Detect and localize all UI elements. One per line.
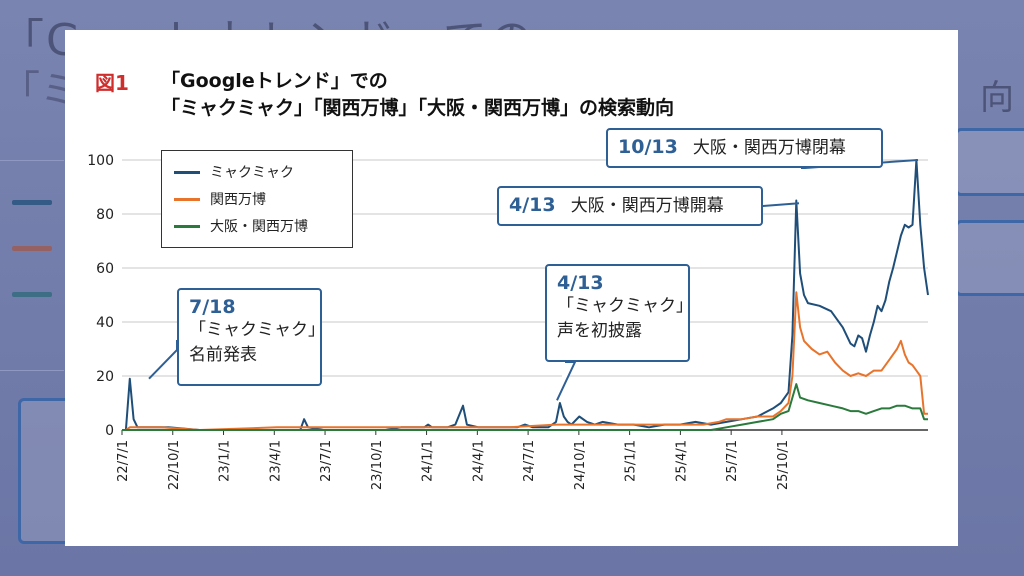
callout-expo-open: 4/13 大阪・関西万博開幕 [497,186,763,226]
x-tick-label: 23/7/1 [319,440,334,482]
y-tick-label: 80 [96,207,114,223]
x-tick-label: 24/7/1 [522,440,537,482]
background-legend-line [12,292,52,297]
callout-name-announce: 7/18 「ミャクミャク」 名前発表 [177,288,325,386]
callout-text-line2: 名前発表 [189,345,257,365]
callout-pointer-voice [556,361,577,401]
x-tick-label: 25/1/1 [624,440,639,482]
chart-title-line2: 「ミャクミャク」「関西万博」「大阪・関西万博」の検索動向 [161,97,675,119]
background-legend-line [12,200,52,205]
background-divider [0,160,64,161]
background-right-fragment: 向 [980,78,1014,118]
y-tick-label: 40 [96,315,114,331]
callout-voice-debut: 4/13 「ミャクミャク」 声を初披露 [545,264,693,362]
figure-label: 図1 [95,71,129,95]
y-tick-label: 60 [96,261,114,277]
x-tick-label: 24/10/1 [573,440,588,490]
x-tick-label: 23/10/1 [370,440,385,490]
chart-card: 図1 「Googleトレンド」での 「ミャクミャク」「関西万博」「大阪・関西万博… [65,30,958,546]
x-tick-label: 24/1/1 [421,440,436,482]
callout-date: 4/13 [509,194,556,216]
x-tick-label: 25/10/1 [776,440,791,490]
y-tick-label: 20 [96,369,114,385]
x-tick-label: 22/7/1 [116,440,131,482]
legend-label-osaka: 大阪・関西万博 [210,219,308,235]
background-callout-fragment-3 [18,398,72,544]
legend-swatch-kansai [174,197,200,201]
y-tick-label: 0 [105,423,114,439]
x-tick-label: 23/1/1 [218,440,233,482]
background-divider [0,370,64,371]
chart-title-line1: 「Googleトレンド」での [161,70,388,92]
callout-text: 大阪・関西万博開幕 [570,196,724,216]
callout-pointer-name [148,340,178,380]
callout-text-line2: 声を初披露 [557,321,642,341]
legend-item-kansai: 関西万博 [174,188,266,210]
x-tick-label: 24/4/1 [471,440,486,482]
x-tick-label: 23/4/1 [268,440,283,482]
chart-legend: ミャクミャク 関西万博 大阪・関西万博 [161,150,353,248]
callout-pointer-open [757,202,800,207]
background-callout-fragment-2 [955,220,1024,296]
legend-item-osaka: 大阪・関西万博 [174,215,308,237]
callout-date: 4/13 [557,272,604,294]
callout-text-line1: 「ミャクミャク」 [557,296,693,316]
callout-text: 大阪・関西万博閉幕 [692,138,846,158]
legend-swatch-myakumyaku [174,170,200,174]
legend-label-kansai: 関西万博 [210,192,266,208]
line-chart: 0 20 40 60 80 100 22/7/1 22/10/1 23/1/1 23/4/1 23/… [87,153,929,490]
callout-date: 10/13 [618,136,678,158]
x-tick-label: 22/10/1 [167,440,182,490]
line-series-kansai [122,291,928,431]
callout-text-line1: 「ミャクミャク」 [189,320,325,340]
background-legend-line [12,246,52,251]
x-tick-label: 25/7/1 [725,440,740,482]
callout-expo-close: 10/13 大阪・関西万博閉幕 [606,128,883,168]
legend-swatch-osaka [174,224,200,228]
line-series-osaka [122,383,928,431]
legend-item-myakumyaku: ミャクミャク [174,161,294,183]
callout-date: 7/18 [189,296,236,318]
y-tick-label: 100 [87,153,114,169]
legend-label-myakumyaku: ミャクミャク [210,165,294,181]
x-tick-label: 25/4/1 [674,440,689,482]
background-callout-fragment [955,128,1024,196]
